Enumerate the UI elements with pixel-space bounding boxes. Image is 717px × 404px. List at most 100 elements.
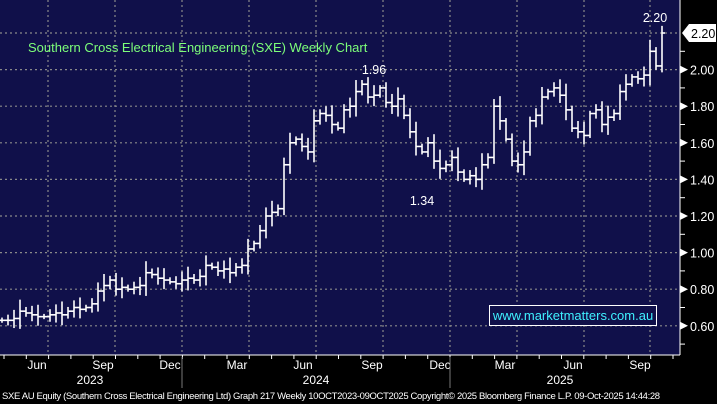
ohlc-bar [227,257,233,284]
x-month-label: Sep [629,358,651,372]
ohlc-bar [137,276,143,296]
ohlc-bar [95,282,101,312]
ohlc-bar [653,47,659,70]
ohlc-bar [629,74,635,87]
ohlc-bar [149,268,155,279]
ohlc-bar [641,66,647,87]
ohlc-bar [5,314,11,326]
footer-info: SXE AU Equity (Southern Cross Electrical… [2,391,660,402]
ohlc-bar [545,88,551,100]
ohlc-bar [263,207,269,239]
ohlc-bar [287,132,293,174]
ohlc-bar [317,109,323,125]
y-tick-marker [680,175,688,184]
ohlc-bar [335,121,341,131]
ohlc-bar [275,204,281,217]
ohlc-bar [449,150,455,172]
ohlc-bar [455,147,461,182]
ohlc-bar [89,298,95,313]
ohlc-bar [485,153,491,169]
y-tick-marker [680,321,688,330]
x-month-label: Mar [495,358,516,372]
y-tick-label: 0.80 [690,283,714,297]
watermark-link[interactable]: www.marketmatters.com.au [489,305,657,326]
x-year-label: 2024 [303,373,330,387]
ohlc-bar [71,300,77,318]
ohlc-bar [551,82,557,97]
y-tick-label: 1.60 [690,137,714,151]
ohlc-bar [587,110,593,138]
ohlc-bar [413,121,419,156]
ohlc-bar [245,238,251,275]
ohlc-bar [557,79,563,103]
ohlc-bar [539,86,545,125]
ohlc-bar [35,304,41,326]
ohlc-bar [617,84,623,120]
ohlc-bar [197,269,203,287]
ohlc-bar [185,266,191,291]
ohlc-bar [341,104,347,134]
ohlc-bar [503,118,509,142]
ohlc-bar [425,137,431,158]
ohlc-bar [323,106,329,122]
ohlc-bar [233,263,239,277]
ohlc-bar [509,133,515,167]
ohlc-bar [359,80,365,96]
ohlc-bar [569,105,575,132]
x-month-label: Mar [227,358,248,372]
x-year-label: 2023 [77,373,104,387]
x-month-label: Jun [27,358,46,372]
y-tick-marker [680,212,688,220]
ohlc-bar [389,93,395,114]
ohlc-bar [41,313,47,320]
ohlc-bar [377,85,383,98]
ohlc-bar [107,275,113,290]
x-month-label: Dec [159,358,180,372]
ohlc-bar [239,258,245,274]
ohlc-bar [563,83,569,121]
ohlc-bar [269,200,275,227]
ohlc-bar [155,267,161,285]
ohlc-bar [515,152,521,173]
ohlc-bar [53,304,59,323]
ohlc-bar [119,277,125,299]
ohlc-bar [311,109,317,163]
ohlc-bar [143,261,149,296]
y-tick-marker [680,138,688,147]
ohlc-bar [281,157,287,216]
x-year-label: 2025 [547,373,574,387]
ohlc-bar [371,85,377,107]
x-month-label: Sep [92,358,114,372]
ohlc-bar [611,109,617,121]
ohlc-bar [497,96,503,130]
ohlc-bar [581,121,587,145]
ohlc-bar [299,133,305,152]
ohlc-bar [251,240,257,252]
ohlc-bar [461,169,467,182]
price-annotation: 2.20 [643,11,667,25]
ohlc-bar [431,134,437,169]
plot-area [0,0,680,355]
price-annotation: 1.96 [362,63,386,77]
ohlc-bar [29,305,35,322]
price-annotation: 1.34 [410,194,434,208]
ohlc-bar [593,104,599,119]
ohlc-bar [443,160,449,173]
ohlc-bar [167,277,173,285]
ohlc-bar [65,306,71,319]
ohlc-bar [659,25,665,73]
y-tick-label: 1.40 [690,173,714,187]
y-tick-marker [680,102,688,111]
y-tick-label: 1.00 [690,247,714,261]
last-price-tag [682,24,716,42]
ohlc-bar [221,260,227,279]
ohlc-bar [125,284,131,292]
x-month-label: Jun [563,358,582,372]
ohlc-bar [575,121,581,139]
y-tick-label: 0.60 [690,320,714,334]
ohlc-bar [533,108,539,128]
ohlc-bar [11,309,17,329]
ohlc-bar [527,116,533,156]
ohlc-bar [647,39,653,86]
